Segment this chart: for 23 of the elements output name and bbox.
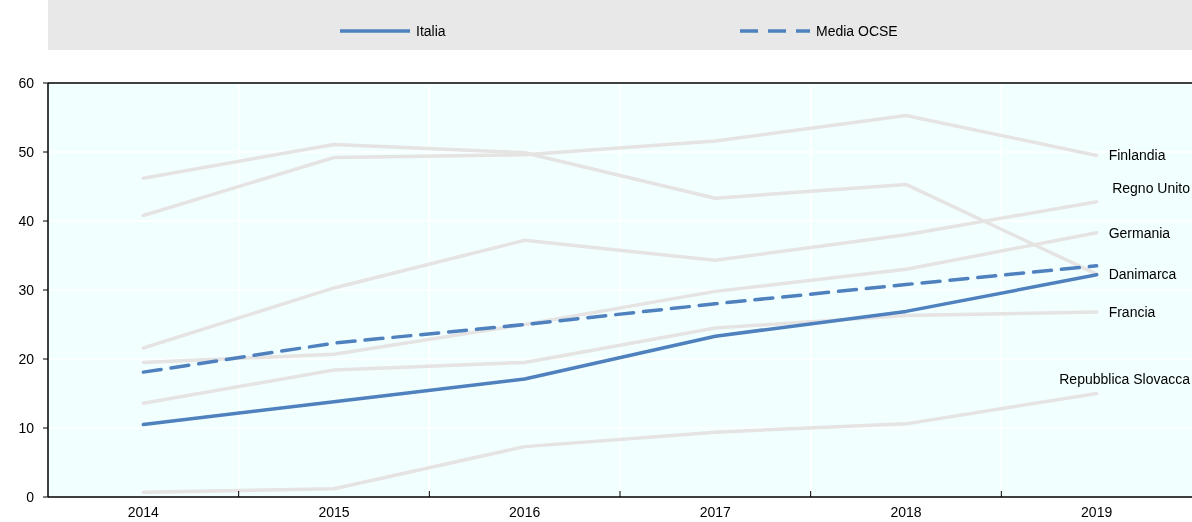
legend-label: Media OCSE	[816, 22, 898, 39]
x-tick-label: 2019	[1081, 504, 1113, 520]
line-series	[141, 264, 1099, 374]
series-label: Repubblica Slovacca	[1059, 371, 1191, 388]
y-tick-label: 0	[26, 488, 35, 505]
y-tick-label: 60	[18, 74, 35, 91]
x-tick-label: 2015	[318, 504, 350, 520]
y-tick-label: 40	[18, 212, 35, 229]
x-tick-label: 2014	[127, 504, 160, 520]
legend-label: Italia	[416, 22, 446, 39]
series-label: Regno Unito	[1112, 179, 1191, 196]
series-label: Francia	[1108, 303, 1156, 320]
x-tick-label: 2017	[699, 504, 732, 520]
y-tick-label: 30	[18, 281, 35, 298]
series-label: Finlandia	[1108, 147, 1166, 164]
y-tick-label: 50	[18, 143, 35, 160]
series-label: Danimarca	[1108, 266, 1177, 283]
y-tick-label: 20	[18, 350, 35, 367]
y-tick-label: 10	[18, 419, 35, 436]
x-tick-label: 2016	[509, 504, 541, 520]
series-label: Germania	[1108, 224, 1171, 241]
line-series	[141, 391, 1099, 494]
x-tick-label: 2018	[890, 504, 922, 520]
